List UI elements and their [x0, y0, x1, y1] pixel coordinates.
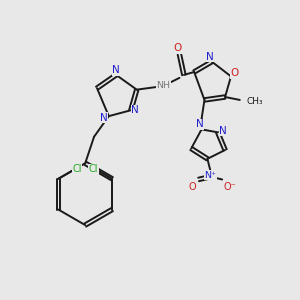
Text: O: O	[174, 44, 182, 53]
Text: N: N	[219, 126, 227, 136]
Text: O⁻: O⁻	[223, 182, 236, 192]
Text: Cl: Cl	[72, 164, 82, 174]
Text: N: N	[131, 105, 139, 115]
Text: CH₃: CH₃	[246, 97, 263, 106]
Text: Cl: Cl	[89, 164, 98, 174]
Text: N: N	[100, 112, 107, 123]
Text: N: N	[206, 52, 214, 62]
Text: N: N	[196, 119, 204, 129]
Text: N⁺: N⁺	[204, 170, 216, 179]
Text: O: O	[230, 68, 238, 78]
Text: O: O	[189, 182, 196, 192]
Text: NH: NH	[156, 81, 170, 90]
Text: N: N	[112, 65, 120, 76]
